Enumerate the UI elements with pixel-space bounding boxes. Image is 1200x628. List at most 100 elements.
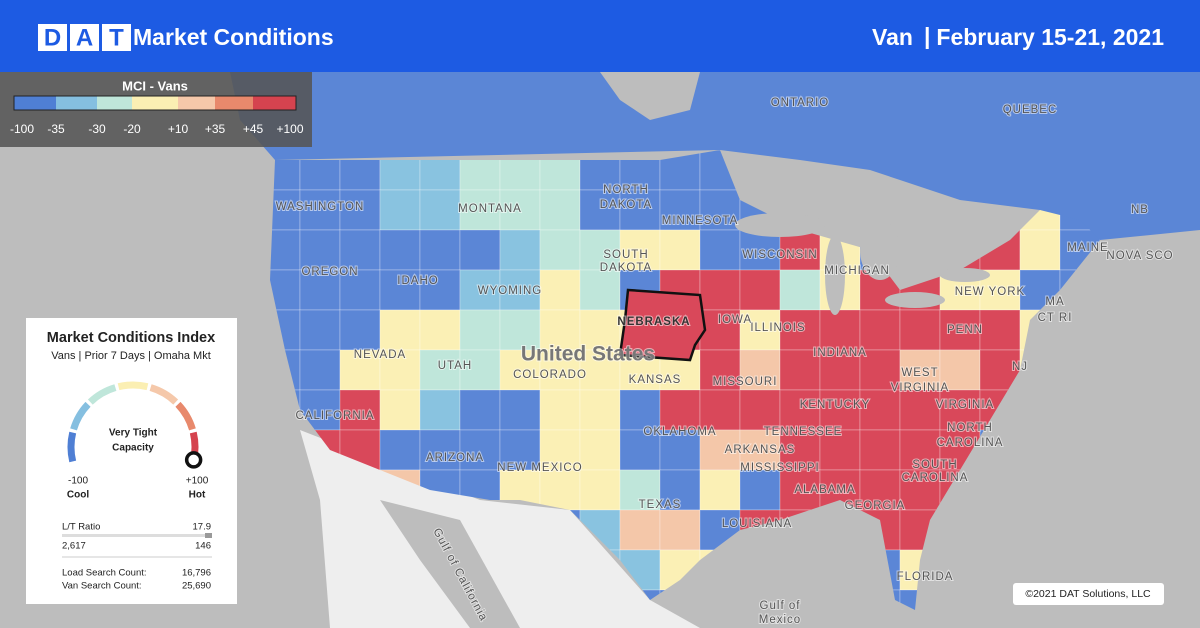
logo-box	[70, 24, 99, 51]
map-label: CAROLINA	[937, 437, 1004, 449]
map-label: ARIZONA	[426, 452, 484, 464]
region	[579, 189, 621, 231]
legend-swatch	[132, 96, 178, 110]
region	[899, 549, 941, 591]
legend-tick: +35	[205, 122, 226, 136]
region	[619, 189, 661, 231]
region	[579, 469, 621, 511]
canada	[230, 72, 1200, 240]
region	[779, 469, 821, 511]
baja-water	[380, 500, 520, 628]
region	[699, 589, 741, 610]
map-label: IOWA	[718, 314, 752, 326]
region	[619, 389, 661, 431]
map-label: NORTH	[603, 184, 649, 196]
copyright: ©2021 DAT Solutions, LLC	[1025, 588, 1151, 600]
region	[699, 389, 741, 431]
region	[699, 269, 741, 311]
region	[379, 269, 421, 311]
region	[539, 389, 581, 431]
map-label: MONTANA	[458, 203, 522, 215]
map-label: GEORGIA	[845, 500, 906, 512]
map-label: IDAHO	[397, 275, 438, 287]
region	[859, 429, 901, 471]
map-label: PENN	[947, 324, 983, 336]
region	[819, 189, 861, 231]
region	[939, 549, 981, 591]
region	[419, 309, 461, 351]
map-label: SOUTH	[603, 249, 648, 261]
region	[499, 389, 541, 431]
region	[270, 429, 301, 471]
region	[459, 269, 501, 311]
region	[499, 309, 541, 351]
region	[539, 469, 581, 511]
gauge-segment	[87, 384, 117, 405]
region	[339, 229, 381, 271]
lake	[825, 235, 845, 315]
gauge-max: +100	[186, 476, 209, 487]
nebraska	[618, 288, 707, 362]
region	[299, 349, 341, 391]
region	[419, 389, 461, 431]
region	[859, 349, 901, 391]
map-label: OKLAHOMA	[643, 426, 716, 438]
map-label: United States	[521, 343, 655, 366]
map-label: DAKOTA	[600, 199, 652, 211]
legend-swatch	[215, 96, 253, 110]
gauge-segment	[70, 401, 91, 431]
region	[499, 189, 541, 231]
region	[859, 589, 901, 610]
region	[859, 549, 901, 591]
gauge-segment	[117, 381, 149, 391]
region	[659, 150, 701, 191]
region	[579, 269, 621, 311]
region	[539, 150, 581, 191]
legend-swatch	[97, 96, 132, 110]
map-label: MAINE	[1067, 242, 1108, 254]
region	[619, 429, 661, 471]
legend-tick: +10	[168, 122, 189, 136]
region	[819, 309, 861, 351]
region	[339, 389, 381, 431]
region	[339, 309, 381, 351]
map-label: Mexico	[759, 614, 801, 626]
region	[1059, 349, 1100, 391]
region	[270, 469, 301, 511]
legend-swatch	[178, 96, 215, 110]
map-label: CALIFORNIA	[295, 410, 374, 422]
copyright-bg	[1013, 583, 1164, 605]
legend-swatch	[56, 96, 97, 110]
map-label: MISSOURI	[713, 376, 778, 388]
region	[739, 269, 781, 311]
map-label: ILLINOIS	[750, 322, 805, 334]
region	[939, 589, 981, 610]
map-label: TENNESSEE	[764, 426, 843, 438]
region	[1019, 429, 1061, 471]
region	[459, 309, 501, 351]
map-label: Gulf of	[760, 600, 801, 612]
map-label: NEVADA	[354, 349, 406, 361]
region	[379, 309, 421, 351]
map-label: COLORADO	[513, 369, 587, 381]
map-label: NEBRASKA	[617, 316, 690, 328]
region	[739, 469, 781, 511]
header-equipment: Van	[872, 24, 913, 50]
region	[459, 389, 501, 431]
map-label: ONTARIO	[771, 97, 830, 109]
region	[1019, 469, 1061, 511]
gauge-min-label: Cool	[67, 490, 89, 501]
logo-letter: A	[76, 24, 93, 51]
region	[459, 229, 501, 271]
map-label: NB	[1131, 204, 1149, 216]
lake	[885, 292, 945, 308]
region	[539, 269, 581, 311]
region	[1059, 469, 1100, 511]
region	[1059, 509, 1100, 551]
van-search: 25,690	[182, 581, 211, 592]
region	[499, 229, 541, 271]
region	[819, 549, 861, 591]
header-title: Market Conditions	[133, 24, 334, 50]
region	[579, 309, 621, 351]
region	[1059, 429, 1100, 471]
